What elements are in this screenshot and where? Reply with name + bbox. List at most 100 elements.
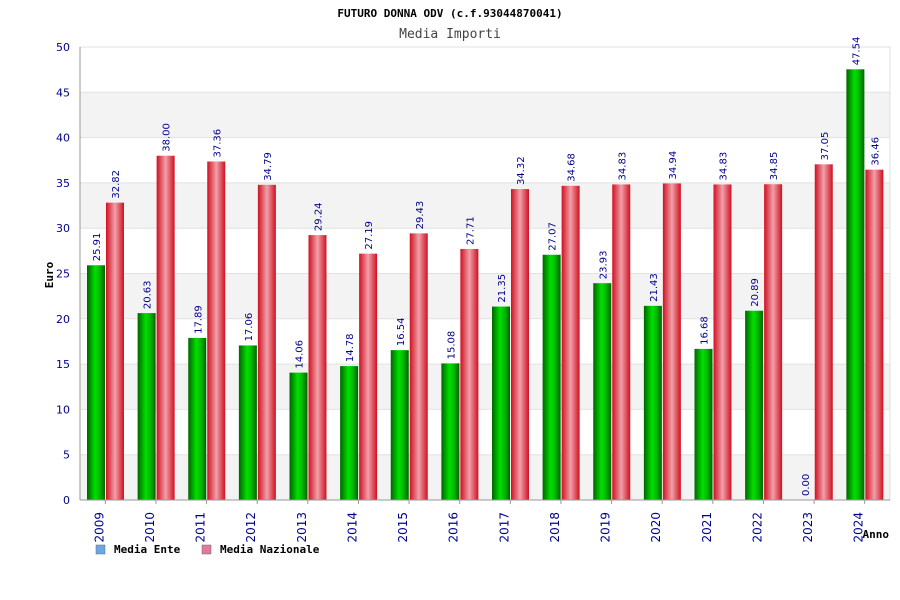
data-label-media-nazionale-2020: 34.94 <box>668 151 679 180</box>
x-tick-label-2020: 2020 <box>649 512 663 543</box>
data-label-media-nazionale-2010: 38.00 <box>162 123 173 152</box>
legend-swatch-media-ente <box>95 544 106 555</box>
data-label-media-nazionale-2021: 34.83 <box>719 152 730 181</box>
bar-media-ente-2014 <box>340 366 359 500</box>
x-tick-label-2010: 2010 <box>143 512 157 543</box>
data-labels: 25.91 32.82 20.63 38.00 17.89 37.36 17.06 34.79… <box>92 37 881 496</box>
x-tick-label-2022: 2022 <box>750 512 764 543</box>
data-label-media-nazionale-2015: 29.43 <box>415 201 426 230</box>
bar-media-nazionale-2018 <box>561 185 580 500</box>
data-label-media-nazionale-2012: 34.79 <box>263 152 274 181</box>
bar-media-ente-2022 <box>745 310 764 500</box>
y-tick-label: 50 <box>56 41 70 54</box>
bar-media-ente-2016 <box>441 363 460 500</box>
data-label-media-nazionale-2024: 36.46 <box>870 137 881 166</box>
bar-media-nazionale-2012 <box>257 184 276 500</box>
data-label-media-ente-2021: 16.68 <box>700 316 711 345</box>
bar-media-ente-2024 <box>846 69 865 500</box>
data-label-media-ente-2011: 17.89 <box>193 305 204 334</box>
y-tick-label: 20 <box>56 313 70 326</box>
x-tick-label-2012: 2012 <box>244 512 258 543</box>
y-tick-label: 40 <box>56 132 70 145</box>
data-label-media-ente-2020: 21.43 <box>649 273 660 302</box>
x-tick-label-2016: 2016 <box>447 512 461 543</box>
legend: Media Ente Media Nazionale <box>95 543 320 556</box>
bar-media-nazionale-2016 <box>460 248 479 500</box>
y-tick-label: 15 <box>56 358 70 371</box>
data-label-media-ente-2013: 14.06 <box>295 340 306 369</box>
x-tick-label-2009: 2009 <box>92 512 106 543</box>
data-label-media-ente-2023: 0.00 <box>801 474 812 496</box>
y-tick-label: 10 <box>56 403 70 416</box>
data-label-media-nazionale-2009: 32.82 <box>111 170 122 199</box>
data-label-media-ente-2018: 27.07 <box>548 222 559 251</box>
data-label-media-nazionale-2022: 34.85 <box>769 152 780 181</box>
bar-media-nazionale-2019 <box>612 184 631 501</box>
data-label-media-ente-2022: 20.89 <box>750 278 761 307</box>
data-label-media-nazionale-2016: 27.71 <box>465 216 476 245</box>
x-axis-ticks: 2009 2010 2011 2012 2013 2014 2015 2016 2017 2018… <box>92 500 866 543</box>
x-tick-label-2023: 2023 <box>801 512 815 543</box>
x-tick-label-2011: 2011 <box>194 512 208 543</box>
bar-media-ente-2013 <box>289 372 308 500</box>
x-tick-label-2015: 2015 <box>396 512 410 543</box>
bar-media-nazionale-2024 <box>865 169 884 500</box>
bar-media-ente-2010 <box>137 313 156 500</box>
bar-media-nazionale-2011 <box>207 161 226 500</box>
bar-media-ente-2011 <box>188 337 207 500</box>
y-tick-label: 30 <box>56 222 70 235</box>
bar-media-ente-2021 <box>694 348 713 500</box>
y-tick-label: 45 <box>56 86 70 99</box>
x-tick-label-2018: 2018 <box>548 512 562 543</box>
bar-media-nazionale-2009 <box>106 202 124 500</box>
data-label-media-nazionale-2014: 27.19 <box>364 221 375 250</box>
bar-media-ente-2018 <box>542 254 561 500</box>
x-tick-label-2019: 2019 <box>599 512 613 543</box>
bar-media-ente-2020 <box>643 305 662 500</box>
data-label-media-nazionale-2023: 37.05 <box>820 132 831 161</box>
bar-media-ente-2019 <box>593 283 612 500</box>
grid-band <box>80 92 890 138</box>
bar-media-ente-2012 <box>238 345 257 500</box>
data-label-media-nazionale-2019: 34.83 <box>617 152 628 181</box>
bar-media-nazionale-2022 <box>764 184 783 500</box>
bar-media-nazionale-2013 <box>308 235 327 500</box>
bar-media-ente-2015 <box>390 350 409 500</box>
bar-media-nazionale-2014 <box>359 253 378 500</box>
data-label-media-ente-2014: 14.78 <box>345 333 356 362</box>
y-tick-label: 0 <box>63 494 70 507</box>
y-tick-label: 25 <box>56 268 70 281</box>
bars <box>87 69 884 501</box>
data-label-media-nazionale-2011: 37.36 <box>212 129 223 158</box>
data-label-media-nazionale-2017: 34.32 <box>516 156 527 185</box>
legend-label-media-ente: Media Ente <box>114 543 181 556</box>
bar-media-nazionale-2023 <box>814 164 833 500</box>
bar-media-nazionale-2010 <box>156 155 175 500</box>
data-label-media-ente-2016: 15.08 <box>446 331 457 360</box>
y-axis-label: Euro <box>43 261 56 288</box>
data-label-media-ente-2024: 47.54 <box>851 37 862 66</box>
grid-band <box>80 47 890 93</box>
bar-media-nazionale-2015 <box>409 233 428 500</box>
data-label-media-ente-2010: 20.63 <box>143 280 154 309</box>
data-label-media-ente-2017: 21.35 <box>497 274 508 303</box>
bar-media-nazionale-2020 <box>662 183 681 500</box>
bar-media-nazionale-2021 <box>713 184 732 501</box>
x-tick-label-2024: 2024 <box>852 512 866 543</box>
data-label-media-ente-2015: 16.54 <box>396 318 407 347</box>
y-tick-label: 35 <box>56 177 70 190</box>
bar-media-nazionale-2017 <box>511 189 529 501</box>
x-axis-label: Anno <box>863 528 890 541</box>
data-label-media-ente-2012: 17.06 <box>244 313 255 342</box>
legend-swatch-media-nazionale <box>201 544 212 555</box>
chart-title: FUTURO DONNA ODV (c.f.93044870041) <box>337 7 562 20</box>
legend-label-media-nazionale: Media Nazionale <box>220 543 320 556</box>
bar-media-ente-2009 <box>87 265 105 500</box>
data-label-media-nazionale-2013: 29.24 <box>314 202 325 231</box>
y-tick-label: 5 <box>63 449 70 462</box>
data-label-media-ente-2019: 23.93 <box>598 251 609 280</box>
bar-media-ente-2017 <box>492 306 510 500</box>
chart-subtitle: Media Importi <box>399 27 501 42</box>
x-tick-label-2014: 2014 <box>345 512 359 543</box>
y-axis-ticks: 0 5 10 15 20 25 30 35 40 45 50 <box>56 41 70 507</box>
